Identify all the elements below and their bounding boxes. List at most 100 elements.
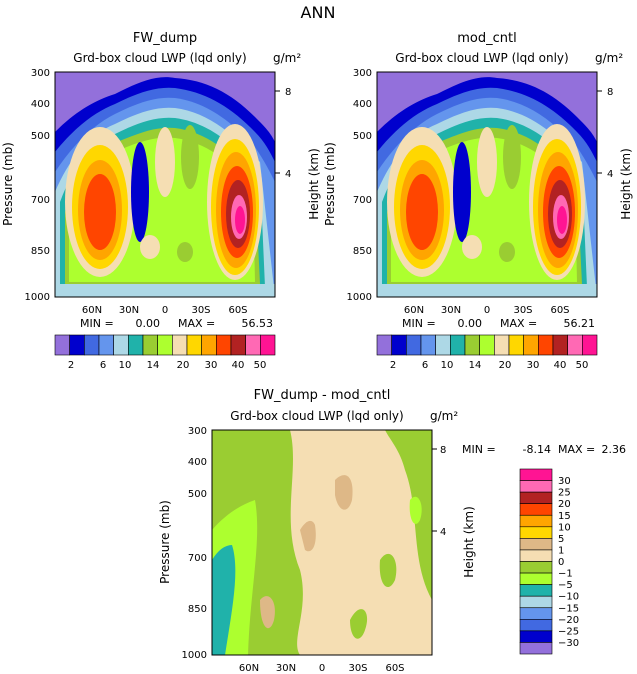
y-tick-label: 500 [188, 489, 207, 500]
panel-difference: FW_dump - mod_cntl Grd-box cloud LWP (lq… [158, 388, 626, 674]
colorbar-label: 20 [499, 360, 512, 371]
y-axis-right-label: Height (km) [307, 148, 321, 219]
colorbar-swatch [508, 334, 524, 356]
colorbar-label: 2 [68, 360, 74, 371]
x-tick-label: 30S [513, 305, 532, 316]
y-tick-right-label: 8 [607, 87, 613, 98]
colorbar-swatch [479, 334, 495, 356]
colorbar-label: 0 [558, 557, 564, 568]
min-value: 0.00 [458, 317, 483, 330]
colorbar-swatch [519, 630, 553, 643]
colorbar-swatch [186, 334, 202, 356]
colorbar-label: 6 [422, 360, 428, 371]
panel-title: FW_dump - mod_cntl [254, 388, 391, 403]
colorbar-swatch [519, 538, 553, 551]
y-tick-right-label: 4 [285, 169, 291, 180]
x-tick-label: 0 [484, 305, 490, 316]
colorbar-swatch [69, 334, 85, 356]
colorbar-label: 5 [558, 534, 564, 545]
colorbar-label: −10 [558, 592, 579, 603]
y-tick-label: 850 [31, 246, 50, 257]
colorbar-swatch [582, 334, 598, 356]
y-ticks-right: 8 4 [275, 87, 291, 180]
y-tick-label: 400 [188, 457, 207, 468]
y-tick-right-label: 4 [607, 169, 613, 180]
min-label: MIN = [80, 317, 114, 330]
y-tick-label: 850 [353, 246, 372, 257]
colorbar [54, 334, 276, 356]
colorbar-label: 10 [441, 360, 454, 371]
x-tick-label: 60N [404, 305, 424, 316]
colorbar-label: 10 [119, 360, 132, 371]
panel-title: mod_cntl [457, 31, 516, 46]
colorbar-labels: 2 6 10 14 20 30 40 50 [390, 360, 589, 371]
colorbar-swatch [142, 334, 158, 356]
colorbar-swatch [567, 334, 583, 356]
colorbar-swatch [519, 491, 553, 504]
plot-frame [54, 71, 276, 298]
colorbar-label: 30 [205, 360, 218, 371]
colorbar-swatch [230, 334, 246, 356]
colorbar-label: −20 [558, 615, 579, 626]
colorbar-label: −5 [558, 580, 573, 591]
y-ticks-right: 8 4 [597, 87, 613, 180]
colorbar-swatch [54, 334, 70, 356]
colorbar-swatch [157, 334, 173, 356]
y-tick-label: 400 [31, 99, 50, 110]
panel-subtitle: Grd-box cloud LWP (lqd only) [73, 51, 246, 65]
y-ticks: 300 400 500 700 850 1000 [347, 68, 372, 303]
x-tick-label: 60N [239, 663, 259, 674]
panel-subtitle: Grd-box cloud LWP (lqd only) [395, 51, 568, 65]
colorbar-swatch [245, 334, 261, 356]
contour-field [377, 72, 597, 297]
colorbar-label: 40 [232, 360, 245, 371]
colorbar-label: 1 [558, 545, 564, 556]
y-tick-label: 500 [31, 131, 50, 142]
contour-field [55, 72, 275, 297]
y-tick-right-label: 8 [285, 87, 291, 98]
colorbar-swatch [172, 334, 188, 356]
x-tick-label: 30N [119, 305, 139, 316]
colorbar-label: 30 [527, 360, 540, 371]
colorbar-label: −15 [558, 603, 579, 614]
panel-title: FW_dump [133, 31, 197, 46]
colorbar [376, 334, 598, 356]
colorbar-swatch [519, 549, 553, 562]
y-tick-right-label: 8 [440, 445, 446, 456]
y-tick-label: 300 [31, 68, 50, 79]
colorbar-swatch [128, 334, 144, 356]
colorbar-swatch [519, 595, 553, 609]
y-tick-label: 300 [188, 426, 207, 437]
colorbar-label: 40 [554, 360, 567, 371]
colorbar-swatch [464, 334, 480, 356]
x-tick-label: 60S [385, 663, 404, 674]
y-tick-label: 850 [188, 604, 207, 615]
page-title: ANN [301, 3, 336, 22]
x-tick-label: 30S [348, 663, 367, 674]
panel-units: g/m² [430, 409, 458, 423]
colorbar-swatch [435, 334, 451, 356]
y-axis-label: Pressure (mb) [158, 500, 172, 584]
colorbar-swatch [519, 526, 553, 539]
x-tick-label: 30N [441, 305, 461, 316]
y-ticks: 300 400 500 700 850 1000 [182, 426, 207, 661]
colorbar-swatch [519, 480, 553, 493]
y-ticks-right: 8 4 [432, 445, 446, 538]
max-value: 56.21 [564, 317, 596, 330]
y-axis-label: Pressure (mb) [323, 142, 337, 226]
colorbar-label: 6 [100, 360, 106, 371]
y-tick-label: 700 [31, 195, 50, 206]
colorbar-swatch [450, 334, 466, 356]
x-ticks: 60N 30N 0 30S 60S [82, 305, 248, 316]
y-axis-right-label: Height (km) [462, 506, 476, 577]
y-ticks: 300 400 500 700 850 1000 [25, 68, 50, 303]
colorbar-swatch [519, 607, 553, 620]
panel-subtitle: Grd-box cloud LWP (lqd only) [230, 409, 403, 423]
colorbar-label: 2 [390, 360, 396, 371]
colorbar-swatch [519, 572, 553, 585]
min-label: MIN = [462, 443, 496, 456]
colorbar-label: 10 [558, 522, 571, 533]
colorbar-label: 30 [558, 476, 571, 487]
